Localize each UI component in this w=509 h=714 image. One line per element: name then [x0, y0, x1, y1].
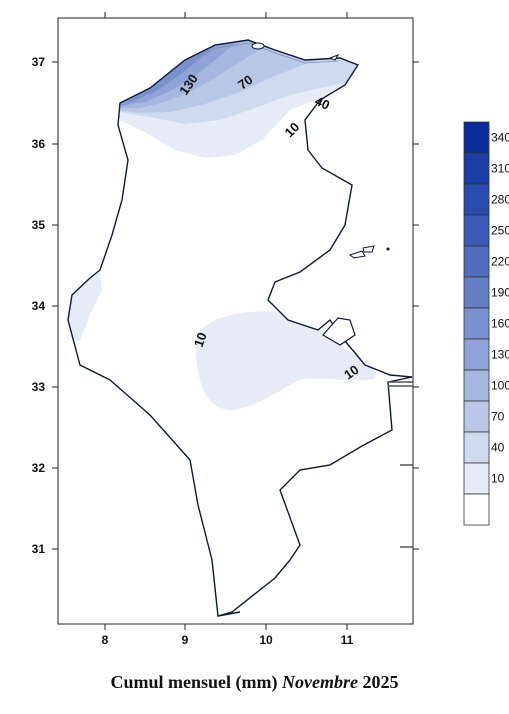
contour-label-10-central: 10: [191, 330, 210, 349]
legend-label: 310: [491, 162, 509, 176]
island-djerba: [322, 317, 356, 346]
contour-label-40: 40: [313, 93, 332, 113]
lat-tick-33: 33: [32, 380, 46, 394]
lat-tick-34: 34: [32, 299, 46, 313]
country-outline: [67, 39, 413, 617]
legend-label: 190: [491, 286, 509, 300]
legend-label: 130: [491, 348, 509, 362]
legend-swatch: [463, 462, 490, 495]
legend-label: 250: [491, 224, 509, 238]
legend-swatch: [463, 183, 490, 216]
legend-label: 10: [491, 472, 505, 486]
legend-label: 40: [491, 441, 505, 455]
legend-swatch: [463, 276, 490, 309]
legend-label: 100: [491, 379, 509, 393]
lon-tick-8: 8: [102, 633, 109, 647]
lat-tick-37: 37: [32, 55, 46, 69]
island-dot: [386, 247, 390, 251]
legend-label: 340: [491, 131, 509, 145]
island-kerkennah-1: [348, 250, 366, 259]
border-south: [217, 611, 241, 617]
legend-swatch: [463, 152, 490, 185]
island-zembra: [328, 54, 340, 61]
lon-tick-9: 9: [182, 633, 189, 647]
legend-label: 70: [491, 410, 505, 424]
lon-tick-10: 10: [259, 633, 273, 647]
legend-swatch: [463, 307, 490, 340]
color-legend: 340 310 280 250 220 190 160 130 100 70 40 10: [463, 121, 509, 526]
lon-axis: 8 9 10 11: [102, 12, 354, 647]
lon-tick-11: 11: [341, 633, 354, 647]
legend-swatch: [463, 431, 490, 464]
caption-year: 2025: [357, 672, 399, 692]
zone-10mm-central: [195, 311, 376, 411]
caption-month: Novembre: [282, 672, 358, 692]
lat-tick-31: 31: [32, 542, 46, 556]
legend-swatch: [463, 121, 490, 154]
legend-swatch: [463, 245, 490, 278]
legend-swatch: [463, 214, 490, 247]
legend-swatch: [463, 338, 490, 371]
coastline-shadow: [121, 42, 339, 107]
legend-swatch: [463, 400, 490, 433]
caption-prefix: Cumul mensuel (mm): [110, 672, 282, 692]
legend-swatch: [463, 369, 490, 402]
island-galite: [251, 42, 265, 50]
island-kerkennah-2: [362, 245, 375, 253]
contour-label-10-east: 10: [341, 362, 361, 383]
contour-label-70: 70: [235, 72, 255, 93]
legend-swatch: [463, 493, 490, 526]
lat-tick-35: 35: [32, 218, 46, 232]
lat-tick-36: 36: [32, 137, 46, 151]
legend-label: 220: [491, 255, 509, 269]
map-caption: Cumul mensuel (mm) Novembre 2025: [0, 672, 509, 693]
legend-label: 280: [491, 193, 509, 207]
legend-label: 160: [491, 317, 509, 331]
lat-axis: 37 36 35 34 33 32 31: [32, 55, 419, 556]
lat-tick-32: 32: [32, 461, 46, 475]
